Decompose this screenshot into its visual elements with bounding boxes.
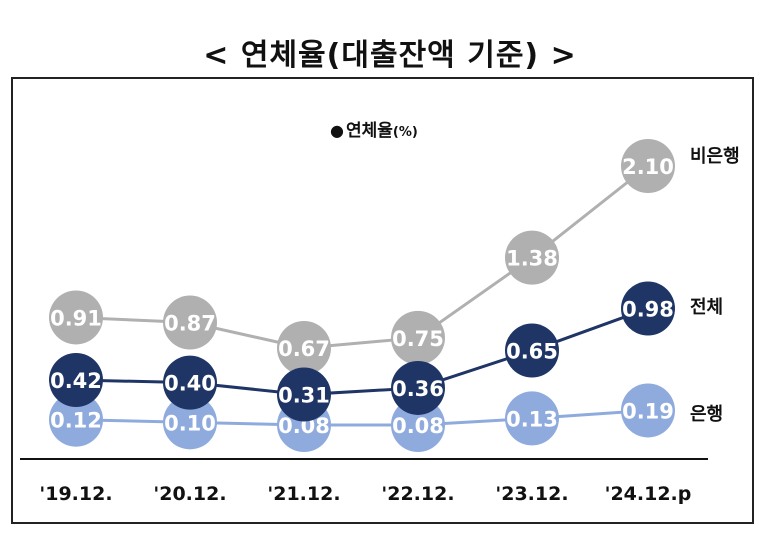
data-label-total: 0.31: [278, 384, 330, 408]
data-point-total: [391, 360, 445, 415]
series-line-bank: [75, 408, 649, 427]
data-label-nonbank: 0.87: [164, 312, 216, 336]
series-name-total: 전체: [690, 297, 723, 318]
legend-unit: (%): [392, 125, 418, 140]
data-point-total: [621, 281, 675, 336]
data-point-total: [277, 367, 331, 422]
chart-frame: [11, 77, 754, 524]
data-label-nonbank: 1.38: [506, 247, 558, 271]
data-label-nonbank: 0.91: [50, 306, 102, 330]
data-point-total: [505, 323, 559, 378]
data-label-bank: 0.12: [50, 409, 102, 433]
data-label-total: 0.36: [392, 377, 444, 401]
data-label-bank: 0.10: [164, 411, 216, 435]
series-name-bank: 은행: [690, 404, 723, 425]
data-point-nonbank: [277, 321, 331, 375]
x-tick-label: '24.12.p: [605, 483, 692, 505]
data-point-nonbank: [49, 290, 103, 345]
data-label-bank: 0.13: [506, 407, 558, 431]
data-point-bank: [49, 392, 103, 447]
x-tick-label: '22.12.: [381, 483, 454, 505]
x-tick-label: '19.12.: [39, 483, 112, 505]
legend-label: 연체율: [345, 121, 393, 141]
data-point-total: [163, 355, 217, 410]
data-label-bank: 0.19: [622, 399, 674, 423]
page-title: < 연체율(대출잔액 기준) >: [203, 38, 577, 73]
data-label-total: 0.40: [164, 372, 216, 396]
data-label-total: 0.42: [50, 369, 102, 393]
data-point-nonbank: [621, 139, 675, 193]
data-label-nonbank: 2.10: [622, 155, 674, 179]
series-line-nonbank: [75, 164, 649, 350]
data-label-total: 0.65: [506, 340, 558, 364]
x-tick-label: '21.12.: [267, 483, 340, 505]
data-label-nonbank: 0.67: [278, 337, 330, 361]
x-tick-label: '20.12.: [153, 483, 226, 505]
data-point-nonbank: [505, 230, 559, 285]
data-label-bank: 0.08: [392, 414, 444, 438]
legend-dot-icon: ●: [330, 121, 344, 140]
data-point-bank: [391, 398, 445, 452]
data-point-nonbank: [163, 295, 217, 350]
series-name-nonbank: 비은행: [690, 146, 740, 167]
data-point-bank: [163, 395, 217, 450]
data-point-total: [49, 353, 103, 407]
data-point-nonbank: [391, 310, 445, 365]
data-label-nonbank: 0.75: [392, 327, 444, 351]
data-label-total: 0.98: [622, 298, 674, 322]
chart-legend: ● 연체율(%): [330, 116, 418, 141]
data-point-bank: [621, 383, 675, 438]
x-tick-label: '23.12.: [495, 483, 568, 505]
data-point-bank: [505, 391, 559, 446]
